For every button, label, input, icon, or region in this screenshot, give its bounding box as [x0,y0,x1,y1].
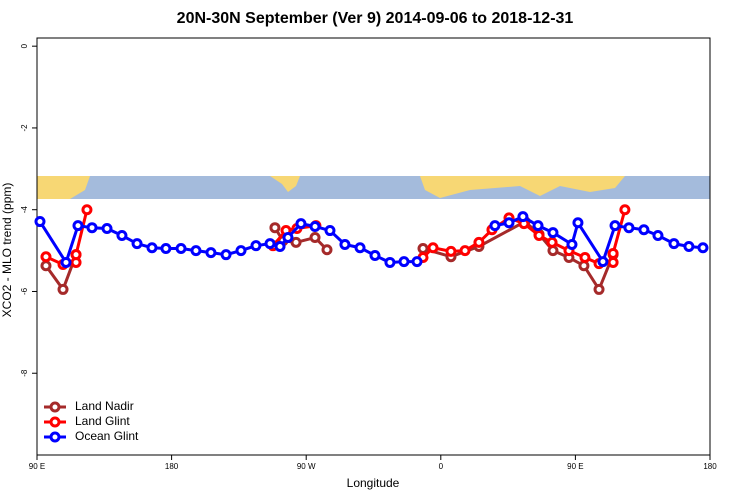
point [34,216,46,228]
y-tick-label: -8 [20,369,29,377]
x-tick-label: 90 E [567,462,583,471]
point [101,223,113,235]
x-axis-label: Longitude [347,476,400,490]
x-tick-label: 180 [165,462,179,471]
point [532,220,544,232]
point [459,245,471,257]
y-axis-label: XCO2 - MLO trend (ppm) [0,183,14,318]
point [369,249,381,261]
point [264,238,276,250]
x-tick-label: 0 [439,462,444,471]
y-tick-label: -2 [20,124,29,132]
legend-marker [49,401,61,413]
point [282,232,294,244]
point [503,217,515,229]
point [579,252,591,264]
point [533,229,545,241]
point [146,242,158,254]
point [668,238,680,250]
point [427,242,439,254]
point [597,256,609,268]
point [623,222,635,234]
point [160,243,172,255]
y-tick-label: -4 [20,206,29,214]
point [417,243,429,255]
point [607,256,619,268]
point [81,204,93,216]
point [60,256,72,268]
point [269,222,281,234]
point [324,225,336,237]
legend-label: Land Nadir [75,399,134,413]
point [652,229,664,241]
point [445,245,457,257]
legend-marker [49,431,61,443]
point [235,245,247,257]
point [411,256,423,268]
point [40,251,52,263]
point [607,247,619,259]
point [638,224,650,236]
point [683,241,695,252]
x-tick-label: 90 E [29,462,45,471]
legend-marker [49,416,61,428]
y-tick-label: 0 [20,43,29,48]
point [572,217,584,229]
point [116,229,128,241]
point [57,283,69,295]
point [274,241,286,252]
point [609,220,621,232]
legend-label: Ocean Glint [75,429,139,443]
x-tick-label: 90 W [297,462,316,471]
point [131,238,143,250]
point [398,256,410,268]
point [86,222,98,234]
point [72,220,84,232]
point [205,247,217,259]
point [321,244,333,256]
chart-title: 20N-30N September (Ver 9) 2014-09-06 to … [177,10,574,27]
point [175,243,187,255]
point [384,256,396,268]
point [619,204,631,216]
point [250,240,262,252]
point [489,220,501,232]
point [309,220,321,232]
point [473,236,485,248]
y-tick-label: -6 [20,287,29,295]
point [546,236,558,248]
point [190,245,202,257]
point [339,238,351,250]
legend-label: Land Glint [75,414,130,428]
point [290,236,302,248]
point [309,232,321,244]
point [697,242,709,254]
point [566,238,578,250]
point [517,211,529,223]
point [547,227,559,239]
point [295,218,307,230]
point [70,249,82,261]
point [40,260,52,272]
point [354,242,366,254]
map-strip [37,176,710,199]
x-tick-label: 180 [703,462,717,471]
point [593,283,605,295]
point [220,249,232,261]
plot-frame [36,37,711,456]
